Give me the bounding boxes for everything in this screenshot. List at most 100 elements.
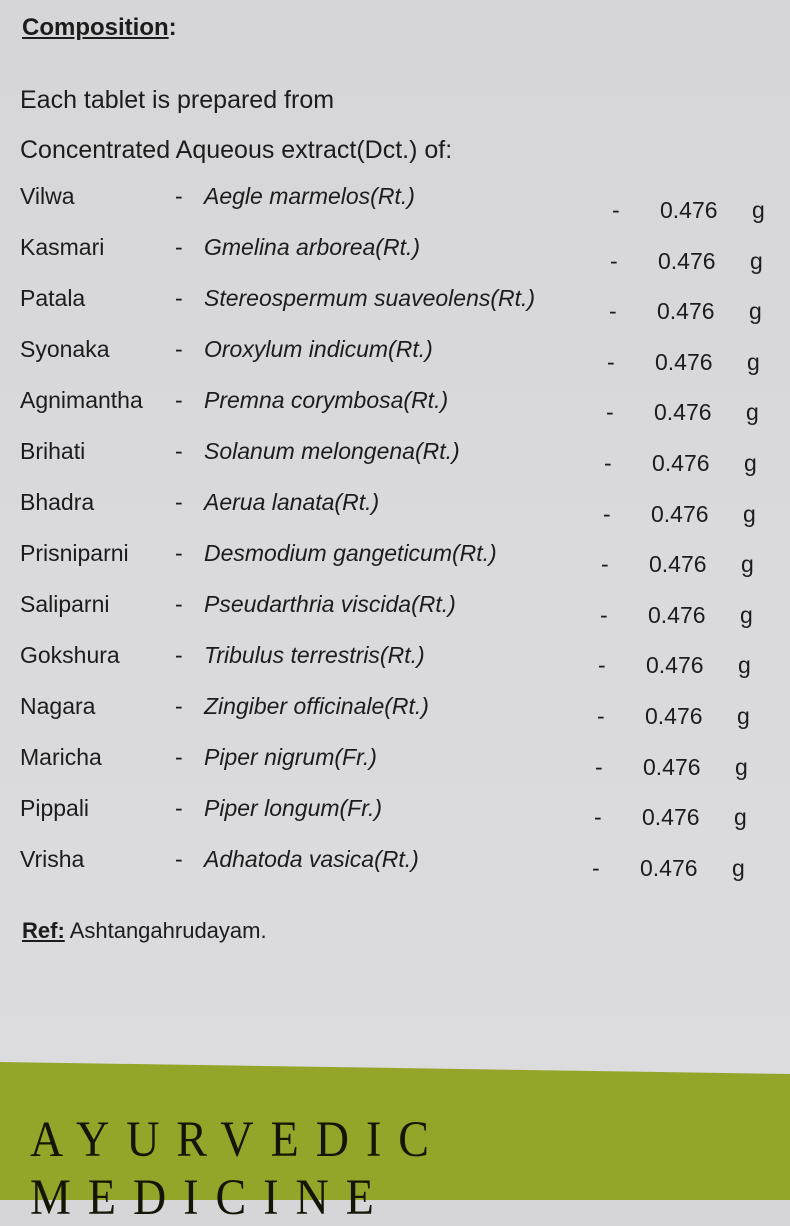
- botanical-name: Aerua lanata(Rt.): [204, 489, 380, 515]
- botanical-name: Tribulus terrestris(Rt.): [204, 642, 425, 668]
- botanical-name: Gmelina arborea(Rt.): [204, 234, 421, 260]
- unit: g: [741, 551, 754, 577]
- ingredient-row: Bhadra - Aerua lanata(Rt.) -0.476 g: [0, 489, 790, 529]
- botanical-name: Stereospermum suaveolens(Rt.): [204, 285, 536, 311]
- ingredient-name: Maricha: [20, 744, 102, 770]
- ingredient-name: Vilwa: [20, 183, 75, 209]
- separator: -: [175, 387, 183, 413]
- quantity: 0.476: [654, 399, 712, 425]
- botanical-name: Adhatoda vasica(Rt.): [204, 846, 419, 872]
- separator: -: [592, 855, 600, 881]
- ingredient-row: Brihati - Solanum melongena(Rt.) -0.476 g: [0, 438, 790, 478]
- separator: -: [175, 693, 183, 719]
- botanical-name: Oroxylum indicum(Rt.): [204, 336, 433, 362]
- ingredient-row: Agnimantha - Premna corymbosa(Rt.) -0.476 g: [0, 387, 790, 427]
- quantity: 0.476: [655, 349, 713, 375]
- botanical-name: Solanum melongena(Rt.): [204, 438, 460, 464]
- ingredient-row: Saliparni - Pseudarthria viscida(Rt.) -0.47…: [0, 591, 790, 631]
- ingredient-name: Pippali: [20, 795, 90, 821]
- ingredient-row: Kasmari - Gmelina arborea(Rt.) -0.476 g: [0, 234, 790, 274]
- ingredient-name: Nagara: [20, 693, 96, 719]
- quantity: 0.476: [642, 804, 700, 830]
- ingredient-row: Syonaka - Oroxylum indicum(Rt.) -0.476 g: [0, 336, 790, 376]
- separator: -: [609, 298, 617, 324]
- quantity: 0.476: [649, 551, 707, 577]
- separator: -: [607, 349, 615, 375]
- separator: -: [606, 399, 614, 425]
- botanical-name: Piper longum(Fr.): [204, 795, 383, 821]
- quantity: 0.476: [648, 602, 706, 628]
- ingredient-name: Vrisha: [20, 846, 85, 872]
- separator: -: [175, 795, 183, 821]
- ingredient-name: Prisniparni: [20, 540, 129, 566]
- separator: -: [595, 754, 603, 780]
- ingredient-name: Kasmari: [20, 234, 105, 260]
- unit: g: [737, 703, 750, 729]
- separator: -: [612, 197, 620, 223]
- unit: g: [735, 754, 748, 780]
- unit: g: [747, 349, 760, 375]
- unit: g: [732, 855, 745, 881]
- ingredient-row: Pippali - Piper longum(Fr.) -0.476 g: [0, 795, 790, 835]
- unit: g: [740, 602, 753, 628]
- ingredient-name: Syonaka: [20, 336, 110, 362]
- ingredient-row: Vrisha - Adhatoda vasica(Rt.) -0.476 g: [0, 846, 790, 886]
- reference: Ref: Ashtangahrudayam.: [22, 918, 267, 943]
- ingredient-row: Patala - Stereospermum suaveolens(Rt.) -0.4…: [0, 285, 790, 325]
- separator: -: [601, 551, 609, 577]
- separator: -: [175, 489, 183, 515]
- quantity: 0.476: [643, 754, 701, 780]
- separator: -: [175, 591, 183, 617]
- separator: -: [175, 285, 183, 311]
- ingredient-name: Agnimantha: [20, 387, 143, 413]
- ingredient-row: Nagara - Zingiber officinale(Rt.) -0.476 g: [0, 693, 790, 733]
- quantity: 0.476: [660, 197, 718, 223]
- quantity: 0.476: [658, 248, 716, 274]
- separator: -: [600, 602, 608, 628]
- separator: -: [594, 804, 602, 830]
- unit: g: [738, 652, 751, 678]
- ingredient-name: Gokshura: [20, 642, 120, 668]
- quantity: 0.476: [651, 501, 709, 527]
- separator: -: [175, 846, 183, 872]
- ingredient-name: Patala: [20, 285, 86, 311]
- unit: g: [744, 450, 757, 476]
- composition-heading: Composition:: [22, 14, 177, 41]
- green-band: [0, 1062, 790, 1200]
- unit: g: [734, 804, 747, 830]
- separator: -: [175, 438, 183, 464]
- separator: -: [175, 336, 183, 362]
- botanical-name: Desmodium gangeticum(Rt.): [204, 540, 497, 566]
- botanical-name: Piper nigrum(Fr.): [204, 744, 377, 770]
- ingredient-row: Maricha - Piper nigrum(Fr.) -0.476 g: [0, 744, 790, 784]
- unit: g: [746, 399, 759, 425]
- separator: -: [598, 652, 606, 678]
- intro-line-2: Concentrated Aqueous extract(Dct.) of:: [20, 136, 453, 164]
- quantity: 0.476: [645, 703, 703, 729]
- separator: -: [597, 703, 605, 729]
- ingredient-row: Vilwa - Aegle marmelos(Rt.) -0.476 g: [0, 183, 790, 223]
- unit: g: [752, 197, 765, 223]
- botanical-name: Premna corymbosa(Rt.): [204, 387, 449, 413]
- separator: -: [603, 501, 611, 527]
- quantity: 0.476: [652, 450, 710, 476]
- separator: -: [175, 744, 183, 770]
- quantity: 0.476: [646, 652, 704, 678]
- separator: -: [175, 540, 183, 566]
- ingredient-row: Prisniparni - Desmodium gangeticum(Rt.) -0.…: [0, 540, 790, 580]
- unit: g: [749, 298, 762, 324]
- ingredient-name: Saliparni: [20, 591, 110, 617]
- quantity: 0.476: [640, 855, 698, 881]
- separator: -: [175, 642, 183, 668]
- botanical-name: Aegle marmelos(Rt.): [204, 183, 415, 209]
- unit: g: [743, 501, 756, 527]
- band-title: AYURVEDIC MEDICINE: [30, 1110, 446, 1226]
- separator: -: [175, 234, 183, 260]
- botanical-name: Zingiber officinale(Rt.): [204, 693, 429, 719]
- unit: g: [750, 248, 763, 274]
- ingredient-name: Bhadra: [20, 489, 95, 515]
- intro-line-1: Each tablet is prepared from: [20, 86, 335, 114]
- quantity: 0.476: [657, 298, 715, 324]
- botanical-name: Pseudarthria viscida(Rt.): [204, 591, 456, 617]
- ingredient-name: Brihati: [20, 438, 86, 464]
